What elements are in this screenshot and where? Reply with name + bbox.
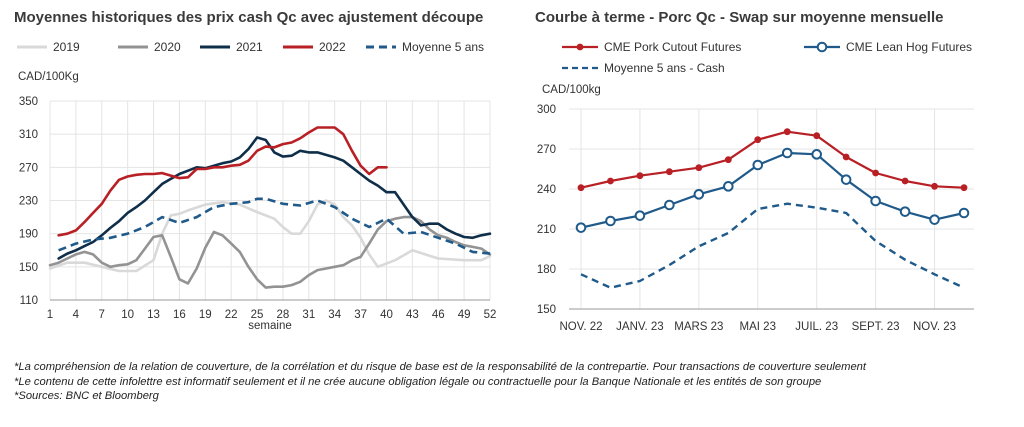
left-chart-title: Moyennes historiques des prix cash Qc av… [14, 9, 484, 26]
legend-label-2019: 2019 [53, 40, 80, 54]
legend-label-cme-lean-hog-futures: CME Lean Hog Futures [846, 40, 972, 54]
data-point-cme-lean-hog-futures [958, 207, 970, 219]
series-line-moyenne-5-ans-cash [580, 202, 965, 289]
series-line-2022 [57, 126, 388, 237]
y-tick-label: 150 [19, 262, 38, 274]
series-line-cme-pork-cutout-futures [580, 130, 965, 189]
legend-label-2022: 2022 [319, 40, 346, 54]
x-tick-label: 1 [47, 309, 53, 321]
legend-label-moyenne-5-ans: Moyenne 5 ans [402, 40, 484, 54]
right-chart-title: Courbe à terme - Porc Qc - Swap sur moye… [535, 9, 944, 26]
y-tick-label: 350 [19, 96, 38, 108]
legend-label-2020: 2020 [154, 40, 181, 54]
x-tick-label: 46 [432, 309, 445, 321]
footnotes: *La compréhension de la relation de couv… [14, 360, 866, 404]
historical-prices-chart: 110 150 190 230 270 310 350 1 4 7 10 13 16 19 22 25 28 31… [17, 40, 497, 332]
y-tick-label: 270 [537, 144, 556, 156]
data-point-cme-lean-hog-futures [575, 222, 587, 233]
footnote-hedging: *La compréhension de la relation de couv… [14, 361, 867, 373]
series-line-moyenne-5-ans [58, 197, 491, 255]
data-point-cme-pork-cutout-futures [901, 177, 909, 185]
data-point-cme-lean-hog-futures [781, 147, 793, 159]
series-line-2019 [48, 199, 492, 273]
x-tick-label: 52 [484, 309, 497, 321]
data-point-cme-lean-hog-futures [723, 181, 734, 192]
y-tick-label: 270 [19, 162, 38, 174]
data-point-cme-pork-cutout-futures [783, 128, 791, 136]
data-point-cme-pork-cutout-futures [931, 182, 938, 190]
data-point-cme-lean-hog-futures [899, 206, 911, 217]
legend-marker-cme-lean-hog-futures [816, 41, 828, 53]
x-tick-label: 25 [251, 309, 264, 321]
y-tick-label: 300 [537, 104, 556, 116]
series-line-2020 [48, 215, 492, 289]
data-point-cme-lean-hog-futures [605, 215, 616, 227]
y-axis-label: CAD/100kg [542, 84, 601, 96]
y-tick-label: 310 [19, 129, 38, 141]
data-point-cme-lean-hog-futures [634, 210, 646, 221]
x-tick-label: 40 [380, 309, 393, 321]
data-point-cme-lean-hog-futures [929, 214, 940, 225]
data-point-cme-pork-cutout-futures [636, 172, 644, 180]
data-point-cme-pork-cutout-futures [607, 177, 614, 185]
x-tick-label: 16 [173, 309, 186, 321]
x-tick-label: 10 [121, 309, 134, 321]
x-tick-label: 28 [277, 309, 290, 321]
data-point-cme-lean-hog-futures [752, 159, 764, 171]
x-tick-label: 34 [328, 309, 341, 321]
data-point-cme-pork-cutout-futures [872, 169, 880, 177]
x-tick-label: JUIL. 23 [795, 321, 838, 333]
y-tick-label: 240 [537, 184, 556, 196]
data-point-cme-pork-cutout-futures [754, 136, 762, 144]
x-tick-label: JANV. 23 [616, 321, 664, 333]
y-tick-label: 230 [19, 196, 38, 208]
x-tick-label: MARS 23 [674, 321, 723, 333]
data-point-cme-lean-hog-futures [870, 195, 881, 207]
y-tick-label: 210 [537, 224, 556, 236]
x-tick-label: 13 [147, 309, 160, 321]
x-tick-label: 49 [458, 309, 471, 321]
x-tick-label: 19 [199, 309, 212, 321]
x-tick-label: 7 [99, 309, 105, 321]
x-tick-label: MAI 23 [740, 321, 776, 333]
data-point-cme-pork-cutout-futures [695, 164, 703, 172]
y-tick-label: 190 [19, 229, 38, 241]
data-point-cme-lean-hog-futures [664, 199, 675, 211]
footnote-disclaimer: *Le contenu de cette infolettre est info… [14, 375, 822, 388]
legend-marker-cme-pork-cutout-futures [576, 43, 584, 51]
data-point-cme-pork-cutout-futures [813, 132, 821, 140]
data-point-cme-pork-cutout-futures [724, 156, 732, 164]
y-tick-label: 180 [537, 264, 556, 276]
footnote-sources: *Sources: BNC et Bloomberg [14, 390, 159, 403]
y-tick-label: 150 [537, 304, 556, 316]
x-tick-label: NOV. 22 [559, 321, 602, 333]
legend-label-2021: 2021 [236, 40, 263, 54]
data-point-cme-lean-hog-futures [693, 189, 705, 200]
legend-label-moyenne-5-ans-cash: Moyenne 5 ans - Cash [604, 61, 725, 75]
x-tick-label: 31 [302, 309, 315, 321]
series-line-2021 [57, 136, 492, 260]
data-point-cme-lean-hog-futures [811, 149, 822, 160]
y-tick-label: 110 [20, 295, 38, 307]
x-tick-label: 37 [354, 309, 367, 321]
x-tick-label: NOV. 23 [913, 321, 956, 333]
data-point-cme-pork-cutout-futures [960, 184, 968, 192]
data-point-cme-pork-cutout-futures [842, 153, 850, 161]
data-point-cme-pork-cutout-futures [577, 184, 585, 192]
x-tick-label: 22 [225, 309, 238, 321]
x-tick-label: 4 [73, 309, 80, 321]
data-point-cme-pork-cutout-futures [665, 168, 673, 176]
x-axis-label: semaine [248, 320, 291, 332]
data-point-cme-lean-hog-futures [840, 174, 852, 185]
x-tick-label: 43 [406, 309, 419, 321]
legend-label-cme-pork-cutout-futures: CME Pork Cutout Futures [604, 40, 741, 54]
x-tick-label: SEPT. 23 [852, 321, 900, 333]
y-axis-label: CAD/100Kg [18, 71, 79, 83]
forward-curve-chart: 150 180 210 240 270 300 NOV. 22 JANV. 23 MARS 23… [537, 40, 974, 333]
